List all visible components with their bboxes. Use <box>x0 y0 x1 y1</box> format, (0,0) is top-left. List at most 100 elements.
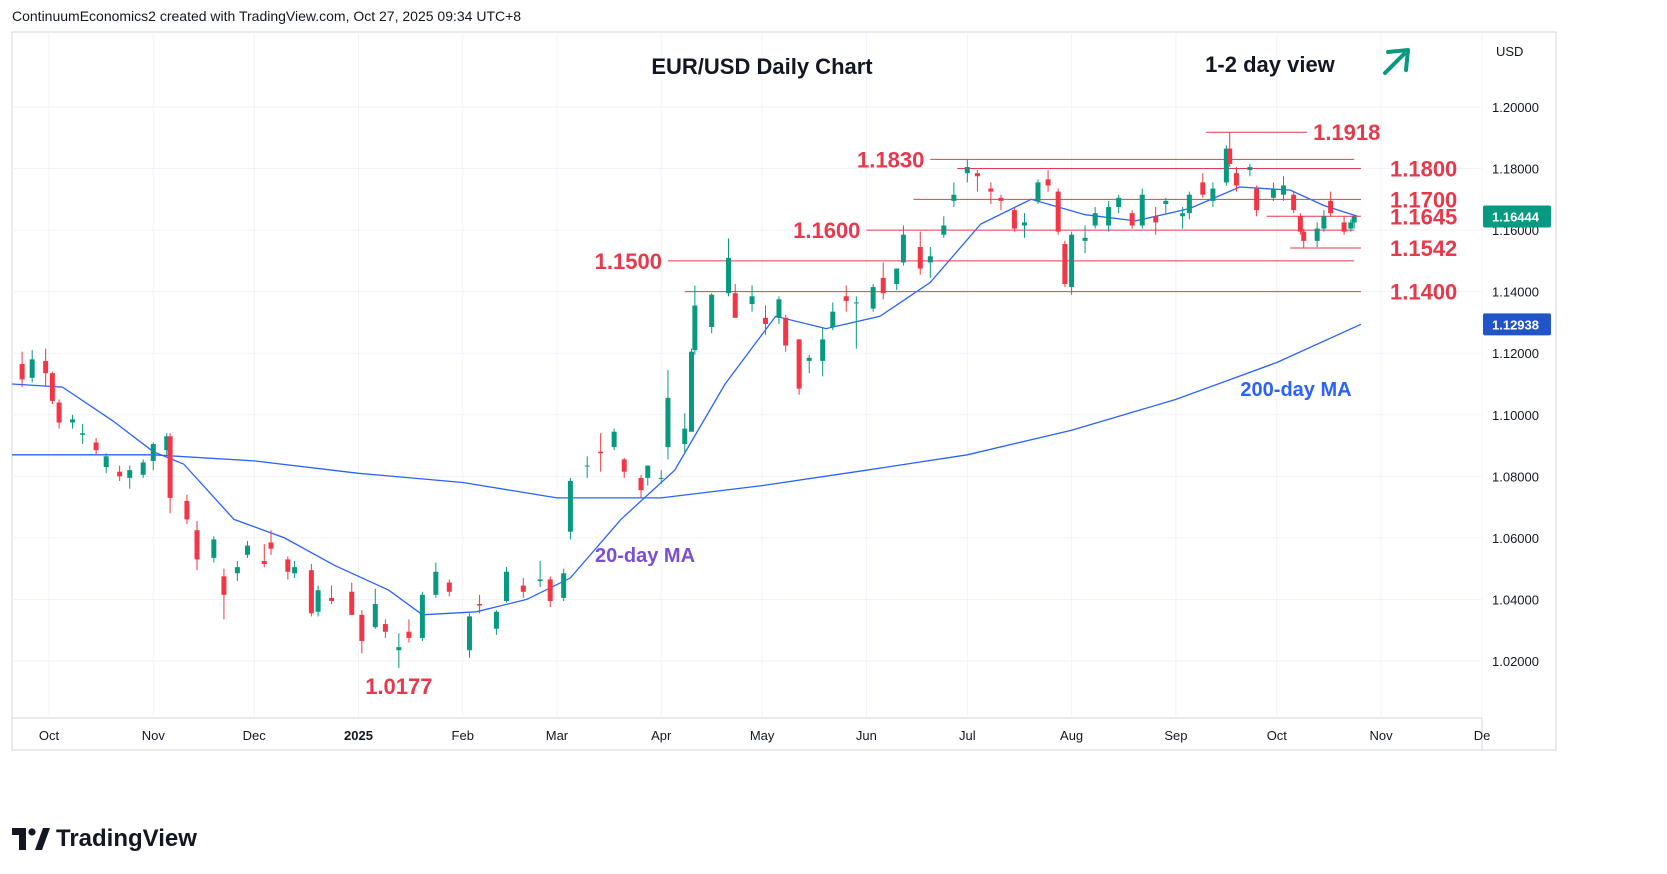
candle <box>1200 173 1206 198</box>
candle <box>329 585 335 605</box>
candle <box>1301 228 1307 248</box>
level-lines <box>667 131 1361 293</box>
candle-body <box>709 294 715 328</box>
candle <box>244 540 250 558</box>
candle <box>1116 194 1122 214</box>
candle-body <box>234 567 240 574</box>
ma200-line <box>12 323 1362 499</box>
y-tick-label: 1.04000 <box>1492 592 1539 607</box>
candle <box>520 577 526 598</box>
candle-body <box>1163 200 1169 204</box>
candle-body <box>941 225 947 235</box>
candle <box>396 633 402 669</box>
candle-body <box>49 373 55 401</box>
last-price-badge: 1.16444 <box>1483 205 1551 228</box>
candle-body <box>1180 213 1186 217</box>
candle <box>150 442 156 471</box>
candle <box>1321 210 1327 232</box>
candle-body <box>1129 213 1135 226</box>
candle-body <box>308 570 314 614</box>
candle <box>1233 167 1239 192</box>
candle <box>917 231 923 275</box>
candle-body <box>382 624 388 632</box>
candle <box>93 437 99 455</box>
candle <box>315 585 321 617</box>
candle-body <box>964 167 970 174</box>
y-tick-label: 1.12000 <box>1492 346 1539 361</box>
candle-body <box>763 317 769 324</box>
candle <box>211 536 217 563</box>
candle-body <box>917 247 923 269</box>
candle <box>308 564 314 617</box>
candle <box>167 433 173 514</box>
candle-body <box>372 604 378 628</box>
candle-body <box>1092 213 1098 226</box>
candle-body <box>127 470 133 478</box>
view-label: 1-2 day view <box>1205 52 1336 77</box>
level-label: 1.1700 <box>1390 187 1457 212</box>
candle-body <box>725 257 731 294</box>
candle-body <box>56 402 62 423</box>
candle <box>1082 225 1088 254</box>
x-tick-label: Jul <box>959 728 976 743</box>
candle-body <box>103 456 109 468</box>
ma200-label: 200-day MA <box>1240 379 1351 401</box>
candle <box>567 477 573 540</box>
candle <box>796 339 802 395</box>
candle <box>164 433 170 455</box>
candle-body <box>732 293 738 318</box>
candle <box>783 314 789 352</box>
candle <box>927 247 933 278</box>
candle <box>830 302 836 331</box>
candle-body <box>692 305 698 351</box>
plot-frame <box>11 31 1483 719</box>
candle <box>658 470 664 485</box>
y-tick-label: 1.02000 <box>1492 654 1539 669</box>
candle-body <box>638 477 644 491</box>
candle-body <box>927 256 933 263</box>
candle-body <box>1301 231 1307 241</box>
candle <box>466 613 472 658</box>
candle <box>184 494 190 525</box>
candle-body <box>853 302 859 304</box>
candle <box>103 453 109 474</box>
chart-frame <box>11 31 1557 751</box>
candle-body <box>611 431 617 448</box>
candle-body <box>167 436 173 498</box>
candle-body <box>567 480 573 532</box>
candle <box>359 610 365 654</box>
candle <box>682 413 688 454</box>
ma200-badge-text: 1.12938 <box>1492 317 1539 332</box>
candle <box>43 348 49 386</box>
candle <box>1163 197 1169 214</box>
candle-body <box>1139 194 1145 226</box>
up-arrow-icon <box>1383 48 1410 75</box>
candle-body <box>1082 237 1088 241</box>
candle-body <box>150 444 156 461</box>
candle <box>749 285 755 312</box>
candle-body <box>1351 216 1357 223</box>
candle <box>49 371 55 405</box>
candle <box>1092 207 1098 229</box>
candle-body <box>520 585 526 592</box>
candle <box>1210 182 1216 208</box>
x-tick-label: Nov <box>142 728 166 743</box>
candle-body <box>1186 194 1192 214</box>
x-tick-label: Sep <box>1164 728 1187 743</box>
candle-body <box>547 579 553 601</box>
candle <box>1247 163 1253 177</box>
candle-body <box>1022 222 1028 226</box>
candle <box>1180 207 1186 229</box>
candle <box>268 530 274 555</box>
tradingview-logo[interactable]: TradingView <box>12 822 197 856</box>
candle <box>1186 191 1192 220</box>
grid <box>11 31 1557 751</box>
candle <box>1106 200 1112 232</box>
candle <box>19 351 25 388</box>
candle <box>1011 207 1017 232</box>
x-tick-label: Nov <box>1370 728 1394 743</box>
candle-body <box>561 573 567 598</box>
candle <box>503 567 509 603</box>
candle-body <box>806 357 812 361</box>
